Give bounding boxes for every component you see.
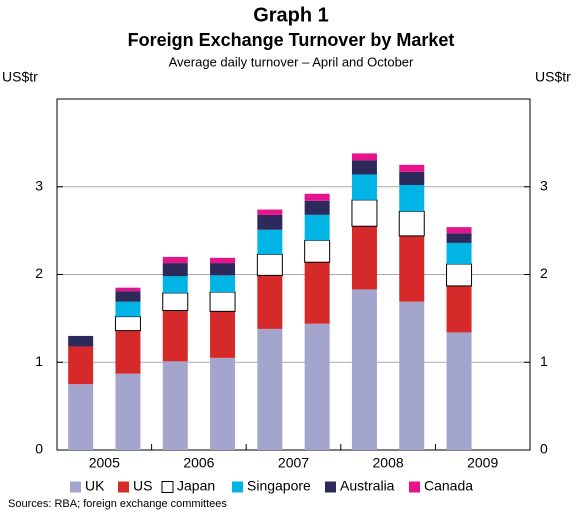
y2-tick-label: 2 (540, 265, 548, 281)
y2-tick-label: 1 (540, 353, 548, 369)
bar-segment (115, 330, 141, 374)
bar-segment (399, 184, 425, 212)
bar-segment (398, 210, 425, 237)
bar-segment (351, 174, 377, 200)
bar-segment (351, 199, 378, 227)
bar-segment (351, 153, 377, 161)
bar-segment (351, 289, 377, 450)
x-tick-label: 2006 (183, 455, 214, 471)
bar-segment (257, 275, 283, 329)
bar-segment (210, 357, 236, 450)
bar-segment (68, 346, 94, 385)
legend-label: Japan (177, 478, 215, 494)
bar-segment (115, 291, 141, 302)
bar-segment (304, 323, 330, 450)
bar-segment (446, 332, 472, 450)
bar-segment (399, 171, 425, 185)
bar-segment (257, 328, 283, 450)
bar-segment (209, 291, 236, 312)
y-tick-label: 0 (35, 441, 43, 457)
y-axis-label: US$tr (2, 69, 38, 85)
bar-segment (399, 235, 425, 302)
bar-segment (115, 301, 141, 317)
bar-segment (446, 263, 473, 287)
legend-swatch (161, 481, 174, 493)
bar-segment (304, 193, 330, 201)
plot-frame (56, 98, 531, 451)
x-tick-label: 2005 (89, 455, 120, 471)
bar-segment (210, 263, 236, 276)
y-tick-label: 2 (35, 265, 43, 281)
bar-segment (446, 285, 472, 333)
bar-segment (399, 301, 425, 450)
y2-tick-label: 3 (540, 177, 548, 193)
bar-segment (351, 226, 377, 290)
legend-label: Australia (340, 478, 395, 494)
bar-segment (256, 253, 283, 276)
bar-segment (162, 361, 188, 450)
bar-segment (68, 384, 94, 450)
source: Sources: RBA; foreign exchange committee… (8, 498, 227, 510)
bar-segment (115, 287, 141, 292)
bar-segment (446, 233, 472, 243)
legend-label: Singapore (247, 478, 311, 494)
legend-swatch (325, 481, 336, 493)
legend-swatch (70, 481, 81, 493)
bar-segment (446, 242, 472, 264)
legend-label: US (133, 478, 152, 494)
bar-segment (351, 160, 377, 175)
bar-segment (257, 209, 283, 215)
chart-subtitle: Foreign Exchange Turnover by Market (128, 30, 455, 50)
bar-segment (115, 373, 141, 450)
chart-title: Graph 1 (253, 4, 329, 26)
bar-segment (399, 164, 425, 172)
y2-axis-label: US$tr (535, 69, 571, 85)
x-tick-label: 2008 (373, 455, 404, 471)
legend-swatch (232, 481, 243, 493)
bar-segment (257, 214, 283, 230)
legend-swatch (118, 481, 129, 493)
bar-segment (304, 214, 330, 241)
bar-segment (210, 275, 236, 293)
bar-segment (257, 229, 283, 255)
bar-segment (304, 262, 330, 324)
bar-segment (304, 239, 331, 263)
bar-segment (162, 256, 188, 264)
bar-segment (446, 227, 472, 234)
bar-segment (68, 335, 94, 347)
bar-segment (210, 257, 236, 264)
bar-segment (162, 292, 189, 311)
y2-tick-label: 0 (540, 441, 548, 457)
legend-swatch (409, 481, 420, 493)
bar-segment (162, 310, 188, 362)
legend-label: Canada (424, 478, 473, 494)
bar-segment (114, 316, 141, 332)
bar-segment (162, 263, 188, 277)
bar-segment (304, 200, 330, 215)
x-tick-label: 2009 (467, 455, 498, 471)
bar-segment (210, 311, 236, 358)
legend-label: UK (85, 478, 105, 494)
x-tick-label: 2007 (278, 455, 309, 471)
chart-note: Average daily turnover – April and Octob… (169, 54, 414, 69)
y-tick-label: 3 (35, 177, 43, 193)
y-tick-label: 1 (35, 353, 43, 369)
bar-segment (162, 276, 188, 293)
